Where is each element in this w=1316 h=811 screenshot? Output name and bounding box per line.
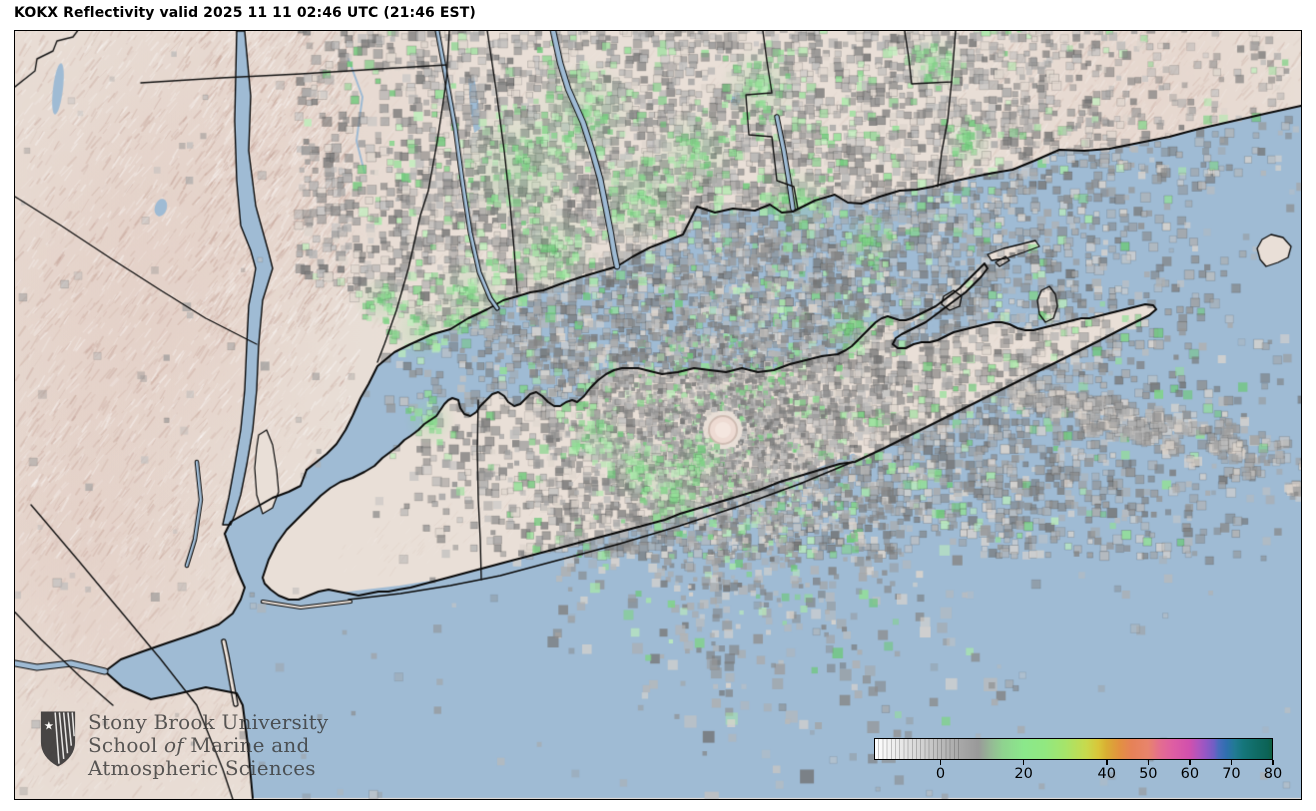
colorbar-tick: [1230, 760, 1233, 765]
colorbar-tick: [1147, 760, 1150, 765]
colorbar-tick: [939, 760, 942, 765]
logo-line-2: School of Marine and: [88, 734, 328, 757]
colorbar-tick-label: 20: [1014, 766, 1033, 782]
logo-line-2-pre: School: [88, 733, 165, 757]
logo-line-3: Atmospheric Sciences: [88, 756, 316, 780]
logo-line-2-italic: of: [164, 733, 184, 757]
colorbar-tick-label: 0: [935, 766, 946, 782]
colorbar-tick: [1272, 760, 1274, 765]
colorbar-tick-label: 60: [1180, 766, 1200, 782]
radar-map: ★ Stony Brook University School of Marin…: [14, 30, 1302, 800]
sbu-shield-icon: ★: [40, 711, 76, 767]
colorbar-tick: [1189, 760, 1191, 765]
colorbar-tick-label: 70: [1222, 766, 1241, 782]
colorbar-tick: [1105, 760, 1108, 765]
logo-line-1: Stony Brook University: [88, 710, 329, 734]
title-bar: KOKX Reflectivity valid 2025 11 11 02:46…: [14, 0, 1316, 30]
product-title: KOKX Reflectivity valid 2025 11 11 02:46…: [14, 5, 476, 21]
radar-map-canvas: [15, 31, 1301, 799]
sbu-logo-text: Stony Brook University School of Marine …: [88, 709, 328, 780]
colorbar-gradient: [874, 738, 1273, 760]
reflectivity-colorbar: 0 20 40 50 60 70 80: [874, 738, 1282, 788]
colorbar-tick-label: 80: [1263, 766, 1283, 782]
logo-line-2-post: Marine and: [183, 733, 310, 757]
colorbar-tick: [1022, 760, 1025, 765]
colorbar-tick-label: 40: [1097, 766, 1116, 782]
sbu-logo: ★ Stony Brook University School of Marin…: [39, 709, 328, 780]
shield-star-icon: ★: [44, 719, 54, 733]
colorbar-tick-label: 50: [1139, 766, 1158, 782]
